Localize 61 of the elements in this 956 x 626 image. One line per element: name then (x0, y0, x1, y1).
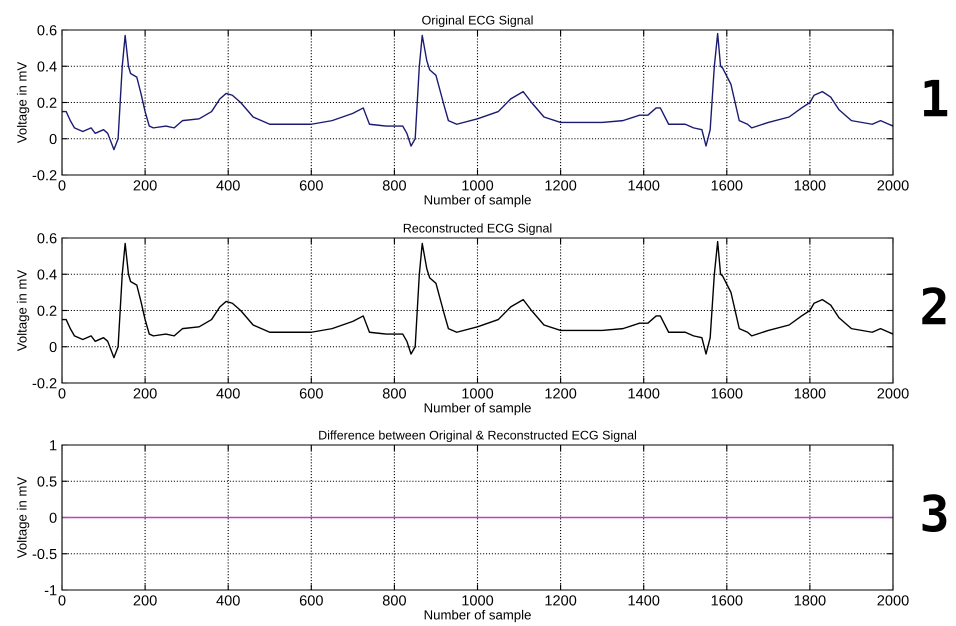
x-tick-label: 2000 (878, 388, 909, 399)
x-tick-label: 400 (216, 180, 240, 191)
x-tick-label: 1800 (794, 180, 826, 191)
x-tick-label: 400 (216, 595, 240, 606)
x-tick-label: 2000 (878, 180, 909, 191)
chart-title: Difference between Original & Reconstructed ECG Signal (319, 430, 636, 442)
x-tick-label: 1600 (712, 388, 742, 399)
x-tick-label: 0 (58, 180, 66, 191)
x-tick-label: 1600 (712, 180, 742, 191)
x-tick-label: 1000 (462, 595, 494, 606)
y-tick-label: 0 (50, 134, 57, 144)
x-tick-label: 1800 (794, 595, 826, 606)
x-tick-label: 200 (134, 180, 157, 191)
y-tick-label: 0 (50, 512, 57, 523)
y-axis-title: Voltage in mV (16, 62, 30, 144)
chart-title: Reconstructed ECG Signal (404, 223, 552, 236)
y-axis-title: Voltage in mV (16, 476, 30, 558)
y-tick-label: 0.2 (37, 98, 56, 108)
y-tick-label: -0.2 (32, 378, 56, 388)
x-tick-label: 1200 (545, 595, 576, 606)
y-tick-label: -0.2 (32, 170, 56, 180)
x-tick-label: 1400 (628, 180, 660, 191)
x-tick-label: 2000 (878, 595, 909, 606)
y-tick-label: 0.4 (37, 61, 57, 72)
x-tick-label: 800 (382, 180, 406, 191)
x-tick-label: 600 (300, 180, 323, 191)
x-tick-label: 1200 (545, 388, 576, 399)
x-tick-label: 600 (300, 595, 323, 606)
y-tick-label: -1 (44, 585, 56, 596)
y-tick-label: 0.2 (37, 306, 56, 316)
x-tick-label: 800 (382, 595, 406, 606)
y-tick-label: 0 (50, 342, 57, 352)
x-tick-label: 1600 (712, 595, 742, 606)
text: 1 (924, 80, 948, 116)
x-tick-label: 800 (382, 388, 406, 399)
y-tick-label: -0.5 (32, 548, 57, 560)
x-tick-label: 1800 (794, 388, 826, 399)
y-tick-label: 0.6 (37, 25, 56, 36)
chart-title: Original ECG Signal (422, 15, 533, 28)
y-tick-label: 0.6 (37, 233, 56, 244)
y-tick-label: 0.5 (37, 476, 57, 487)
x-tick-label: 200 (134, 595, 157, 606)
x-tick-label: 400 (216, 388, 240, 399)
x-tick-label: 1400 (628, 595, 660, 606)
x-tick-label: 1000 (462, 388, 494, 399)
x-tick-label: 1200 (545, 180, 576, 191)
x-tick-label: 600 (300, 388, 323, 399)
y-tick-label: 1 (50, 440, 56, 450)
x-tick-label: 200 (134, 388, 157, 399)
x-axis-title: Number of sample (424, 610, 531, 622)
x-tick-label: 0 (58, 595, 66, 606)
x-axis-title: Number of sample (424, 194, 531, 208)
y-axis-title: Voltage in mV (16, 270, 30, 352)
x-tick-label: 1400 (628, 388, 660, 399)
y-tick-label: 0.4 (37, 269, 57, 280)
x-tick-label: 0 (58, 388, 66, 399)
text: 2 (922, 287, 946, 324)
x-tick-label: 1000 (462, 180, 494, 191)
x-axis-title: Number of sample (424, 402, 531, 416)
line-series (62, 32, 893, 150)
text: 3 (922, 494, 946, 532)
